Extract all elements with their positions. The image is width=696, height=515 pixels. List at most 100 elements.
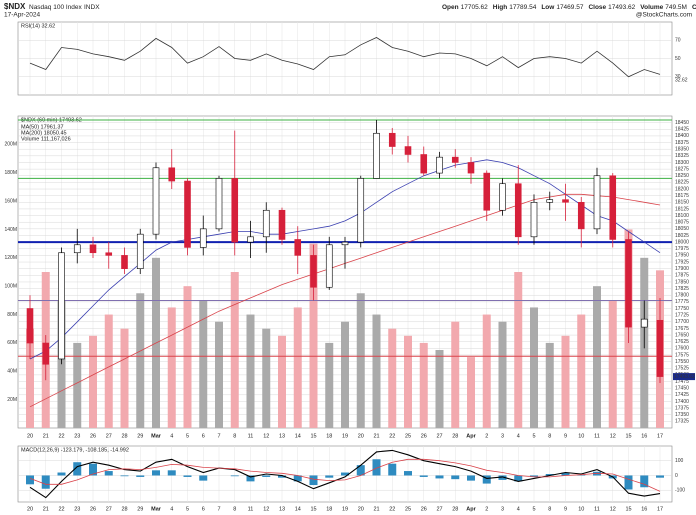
candle-body <box>121 255 128 269</box>
x-tick-label: 28 <box>452 506 458 512</box>
x-tick-label: 18 <box>326 433 332 439</box>
macd-line <box>29 449 661 499</box>
x-tick-label: 12 <box>610 506 616 512</box>
x-tick-label: 26 <box>90 506 96 512</box>
y-tick-label: 18075 <box>675 220 689 226</box>
candle-body <box>373 132 380 179</box>
brand: @StockCharts.com <box>636 12 692 19</box>
candle-body <box>105 252 113 256</box>
symbol: $NDX <box>4 2 26 11</box>
x-tick-label: 9 <box>564 433 567 439</box>
y-tick-label: 17875 <box>675 273 689 279</box>
last-value: 17493.62 <box>674 374 695 380</box>
x-tick-label: 22 <box>58 433 64 439</box>
y-tick-label: 17800 <box>675 293 689 299</box>
y-tick-label: 18150 <box>675 200 689 206</box>
y-tick-label: 18450 <box>675 120 689 126</box>
histogram-bar <box>230 475 239 477</box>
candle-body <box>184 180 191 248</box>
moving-average <box>29 159 661 360</box>
volume-bar <box>293 307 302 428</box>
volume-bar <box>73 342 82 428</box>
y-tick-label: 18375 <box>675 140 689 146</box>
y-tick-label: 18400 <box>675 133 689 139</box>
x-tick-label: 20 <box>358 506 364 512</box>
x-tick-label: 5 <box>532 433 535 439</box>
y-tick-label: 18175 <box>675 193 689 199</box>
x-tick-label: 8 <box>233 506 236 512</box>
volume-bar <box>561 335 570 428</box>
x-tick-label: 21 <box>43 433 49 439</box>
x-tick-label: 28 <box>121 506 127 512</box>
histogram-bar <box>278 475 286 478</box>
histogram-bar <box>341 472 349 476</box>
x-tick-label: 15 <box>625 433 631 439</box>
legend: RSI(14) 32.62 <box>21 23 55 29</box>
histogram-bar <box>136 475 145 477</box>
histogram-bar <box>57 472 66 476</box>
volume-bar <box>120 328 129 428</box>
legend: Volume 111,167,026 <box>21 136 71 142</box>
y-tick-label: 17750 <box>675 306 689 312</box>
stat-value: 17469.57 <box>556 4 583 11</box>
x-tick-label: 20 <box>27 506 33 512</box>
y-tick-label: 18025 <box>675 233 689 239</box>
volume-tick-label: 20M <box>7 397 17 403</box>
candle-body <box>499 183 506 211</box>
volume-bar <box>467 357 475 428</box>
x-tick-label: 20 <box>358 433 364 439</box>
histogram-bar <box>435 475 444 479</box>
histogram-bar <box>514 475 523 482</box>
stat-value: 17789.54 <box>509 4 536 11</box>
histogram-bar <box>152 470 160 476</box>
stat-label: Open <box>442 4 459 11</box>
y-tick-label: 17775 <box>675 299 689 305</box>
volume-bar <box>278 335 286 428</box>
x-tick-label: 4 <box>517 506 520 512</box>
candle-body <box>310 255 317 288</box>
x-tick-label: 26 <box>421 506 427 512</box>
candle-body <box>73 244 81 254</box>
volume-bar <box>136 293 145 428</box>
index-name: Nasdaq 100 Index <box>29 4 83 11</box>
histogram-bar <box>545 474 554 476</box>
stat-value: 749.5M <box>665 4 687 11</box>
legend: MACD(12,26,9) -123.179, -108.185, -14.99… <box>21 447 129 453</box>
y-tick-label: 17400 <box>675 399 689 405</box>
candle-body <box>42 342 50 365</box>
y-tick-label: 17700 <box>675 319 689 325</box>
candle-body <box>199 228 207 248</box>
histogram-bar <box>356 465 365 476</box>
y-tick-label: 18100 <box>675 213 689 219</box>
histogram-bar <box>293 475 302 482</box>
x-tick-label: 16 <box>641 433 647 439</box>
legend: MA(200) 18050.45 <box>21 130 67 136</box>
volume-bar <box>593 286 601 428</box>
histogram-bar <box>404 471 412 476</box>
x-tick-label: 11 <box>248 433 254 439</box>
x-tick-label: 5 <box>186 506 189 512</box>
x-tick-label: Apr <box>466 506 476 512</box>
histogram-bar <box>561 472 570 476</box>
histogram-bar <box>577 474 586 476</box>
y-tick-label: 17350 <box>675 412 689 418</box>
histogram-bar <box>309 475 318 486</box>
x-tick-label: 18 <box>326 506 332 512</box>
x-tick-label: 17 <box>657 506 663 512</box>
volume-bar <box>309 243 318 428</box>
volume-bar <box>435 350 444 428</box>
exchange: INDX <box>84 4 100 11</box>
y-tick-label: 100 <box>675 458 684 464</box>
candle-body <box>451 156 459 163</box>
x-tick-label: 6 <box>202 433 205 439</box>
y-tick-label: 17975 <box>675 246 689 252</box>
x-tick-label: 10 <box>578 506 584 512</box>
volume-tick-label: 80M <box>7 312 17 318</box>
stat-label: Volume <box>640 4 663 11</box>
y-tick-label: 18325 <box>675 153 689 159</box>
x-tick-label: 9 <box>564 506 567 512</box>
x-tick-label: 4 <box>170 506 173 512</box>
x-tick-label: 12 <box>263 433 269 439</box>
volume-bar <box>404 335 412 428</box>
